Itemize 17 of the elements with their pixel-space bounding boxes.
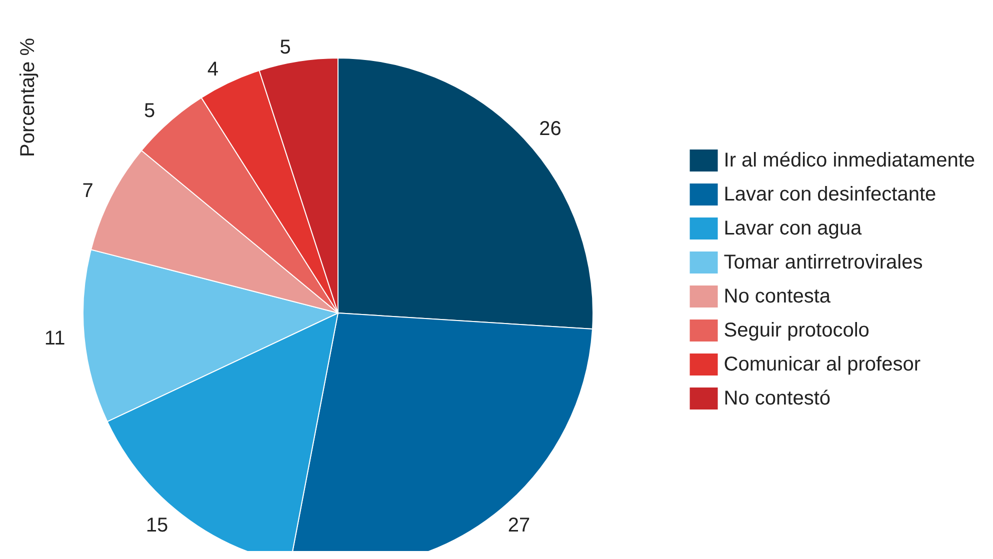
data-label: 5 [144,100,156,122]
data-label: 5 [280,36,291,58]
legend-label: Comunicar al profesor [724,354,921,376]
legend-label: No contesta [724,286,832,308]
data-label: 15 [146,514,168,537]
data-label: 26 [539,118,562,140]
data-label: 7 [82,180,94,202]
legend-label: Tomar antirretrovirales [724,252,923,274]
legend-label: Lavar con agua [724,218,863,240]
data-label: 27 [508,514,530,537]
legend-label: No contestó [724,388,831,410]
text: Porcentaje % [17,38,39,157]
data-label: 4 [207,58,218,81]
legend-label: Seguir protocolo [724,320,870,342]
legend-label: Lavar con desinfectante [724,184,936,206]
data-label: 11 [44,327,66,350]
legend-label: Ir al médico inmediatamente [724,150,976,172]
